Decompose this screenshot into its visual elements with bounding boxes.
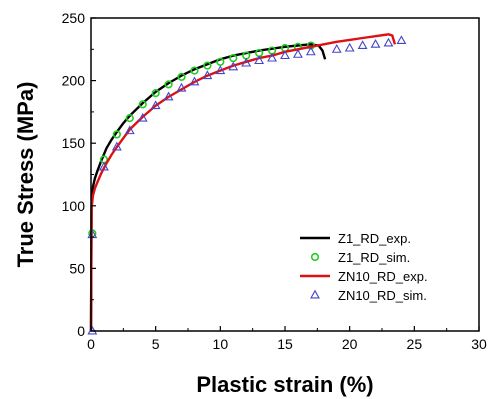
data-point-z1-rd-sim [125,114,134,123]
legend-label-zn10-rd-exp: ZN10_RD_exp. [338,269,428,284]
plot-frame [90,17,480,332]
data-point-zn10-rd-sim [293,48,303,58]
legend-label-z1-rd-exp: Z1_RD_exp. [338,231,411,246]
legend: Z1_RD_exp. Z1_RD_sim. ZN10_RD_exp. ZN10_RD_… [300,231,428,303]
series-line-zn10-rd-exp [89,33,397,332]
x-tick-label: 10 [213,336,229,352]
legend-marker-z1-rd-sim [310,252,320,262]
data-point-zn10-rd-sim [99,161,109,171]
y-tick-label: 100 [62,198,86,214]
data-point-zn10-rd-sim [176,82,187,92]
data-point-zn10-rd-sim [215,65,226,75]
x-tick-label: 20 [342,336,358,352]
x-tick-label: 5 [152,336,160,352]
x-tick-label: 15 [277,336,293,352]
data-point-zn10-rd-sim [370,38,381,48]
y-tick-label: 0 [77,323,85,339]
data-point-zn10-rd-sim [280,50,290,60]
legend-label-zn10-rd-sim: ZN10_RD_sim. [338,288,427,303]
series-layer [87,33,407,335]
data-point-z1-rd-sim [203,61,212,70]
data-point-zn10-rd-sim [383,37,394,47]
legend-label-z1-rd-sim: Z1_RD_sim. [338,250,410,265]
data-point-zn10-rd-sim [254,55,265,65]
y-tick-label: 50 [69,260,85,276]
data-point-z1-rd-sim [151,89,160,98]
data-point-z1-rd-sim [190,66,199,75]
ticks-layer: 0 5 10 15 20 25 30 0 50 100 150 200 250 [62,10,487,352]
data-point-zn10-rd-sim [331,43,342,53]
data-point-zn10-rd-sim [305,46,316,56]
data-point-zn10-rd-sim [202,70,213,80]
y-axis-title: True Stress (MPa) [13,82,38,268]
x-tick-label: 0 [87,336,95,352]
data-point-zn10-rd-sim [163,91,174,101]
x-axis-title: Plastic strain (%) [196,372,373,397]
data-point-zn10-rd-sim [150,100,161,110]
data-point-zn10-rd-sim [137,112,148,122]
data-point-zn10-rd-sim [189,76,200,86]
data-point-z1-rd-sim [112,130,121,139]
data-point-z1-rd-sim [138,100,147,109]
data-point-zn10-rd-sim [344,42,355,52]
data-point-z1-rd-sim [229,53,238,63]
legend-marker-zn10-rd-sim [310,289,320,299]
data-point-zn10-rd-sim [241,57,252,67]
data-point-zn10-rd-sim [124,125,135,135]
data-point-z1-rd-sim [177,72,186,81]
x-tick-label: 25 [407,336,423,352]
data-point-zn10-rd-sim [396,35,407,45]
data-point-zn10-rd-sim [267,52,277,62]
data-point-z1-rd-sim [164,80,173,89]
series-line-z1-rd-exp [89,43,327,332]
y-tick-label: 200 [62,73,86,89]
data-point-zn10-rd-sim [357,40,368,50]
data-point-zn10-rd-sim [111,141,122,151]
data-point-zn10-rd-sim [228,61,239,71]
x-tick-label: 30 [471,336,487,352]
data-point-z1-rd-sim [216,57,225,66]
y-tick-label: 250 [62,10,86,26]
y-tick-label: 150 [62,135,86,151]
